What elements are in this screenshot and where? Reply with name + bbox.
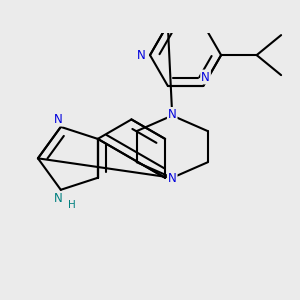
- Text: H: H: [68, 200, 76, 210]
- Text: N: N: [137, 49, 146, 62]
- Text: N: N: [201, 70, 210, 83]
- Text: N: N: [168, 172, 177, 185]
- Text: N: N: [54, 192, 63, 205]
- Text: N: N: [54, 112, 63, 126]
- Text: N: N: [168, 108, 177, 121]
